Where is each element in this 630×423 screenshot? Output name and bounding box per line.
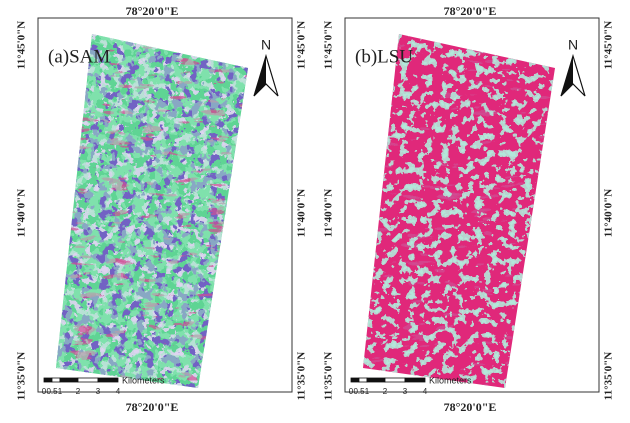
top-coord-label: 78°20'0"E xyxy=(126,4,179,18)
scale-tick-label: 3 xyxy=(403,387,408,396)
bottom-coord-label: 78°20'0"E xyxy=(126,400,179,414)
scale-segment xyxy=(351,378,359,382)
scale-tick-label: 4 xyxy=(116,387,121,396)
scale-segment xyxy=(44,378,52,382)
scale-tick-label: 1 xyxy=(365,387,370,396)
north-label: N xyxy=(568,37,578,53)
scale-segment xyxy=(405,378,425,382)
north-label: N xyxy=(261,37,271,53)
scale-segment xyxy=(78,378,98,382)
scale-tick-label: 2 xyxy=(383,387,388,396)
right-coord-label: 11°40'0"N xyxy=(603,189,615,237)
right-coord-label: 11°45'0"N xyxy=(603,21,615,69)
left-coord-label: 11°45'0"N xyxy=(16,21,28,69)
scale-segment xyxy=(367,378,385,382)
map-panel: (b)LSU 78°20'0"E 78°20'0"E 11°45'0"N 11°45'0… xyxy=(323,4,615,414)
scale-unit: Kilometers xyxy=(429,375,472,385)
right-coord-label: 11°35'0"N xyxy=(603,352,615,400)
scale-segment xyxy=(98,378,118,382)
scale-tick-label: 0.5 xyxy=(46,387,58,396)
scale-segment xyxy=(52,378,60,382)
map-panel: (a)SAM 78°20'0"E 78°20'0"E 11°45'0"N 11°45'0… xyxy=(16,4,308,414)
scale-tick-label: 4 xyxy=(423,387,428,396)
right-coord-label: 11°35'0"N xyxy=(296,352,308,400)
left-coord-label: 11°40'0"N xyxy=(16,189,28,237)
top-coord-label: 78°20'0"E xyxy=(444,4,497,18)
scale-segment xyxy=(385,378,405,382)
bottom-coord-label: 78°20'0"E xyxy=(444,400,497,414)
panel-label: (b)LSU xyxy=(355,46,413,67)
scale-tick-label: 2 xyxy=(76,387,81,396)
scale-unit: Kilometers xyxy=(122,375,165,385)
left-coord-label: 11°35'0"N xyxy=(323,352,335,400)
scale-segment xyxy=(60,378,78,382)
left-coord-label: 11°45'0"N xyxy=(323,21,335,69)
right-coord-label: 11°40'0"N xyxy=(296,189,308,237)
scale-tick-label: 3 xyxy=(96,387,101,396)
right-coord-label: 11°45'0"N xyxy=(296,21,308,69)
left-coord-label: 11°40'0"N xyxy=(323,189,335,237)
scale-tick-label: 0.5 xyxy=(353,387,365,396)
scale-segment xyxy=(359,378,367,382)
left-coord-label: 11°35'0"N xyxy=(16,352,28,400)
panel-label: (a)SAM xyxy=(48,46,110,67)
figure: (a)SAM 78°20'0"E 78°20'0"E 11°45'0"N 11°45'0… xyxy=(0,0,630,423)
scale-tick-label: 1 xyxy=(58,387,63,396)
